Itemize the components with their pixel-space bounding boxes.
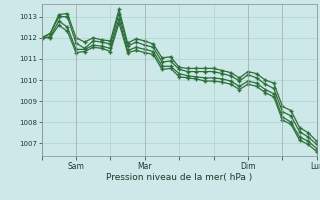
X-axis label: Pression niveau de la mer( hPa ): Pression niveau de la mer( hPa ): [106, 173, 252, 182]
